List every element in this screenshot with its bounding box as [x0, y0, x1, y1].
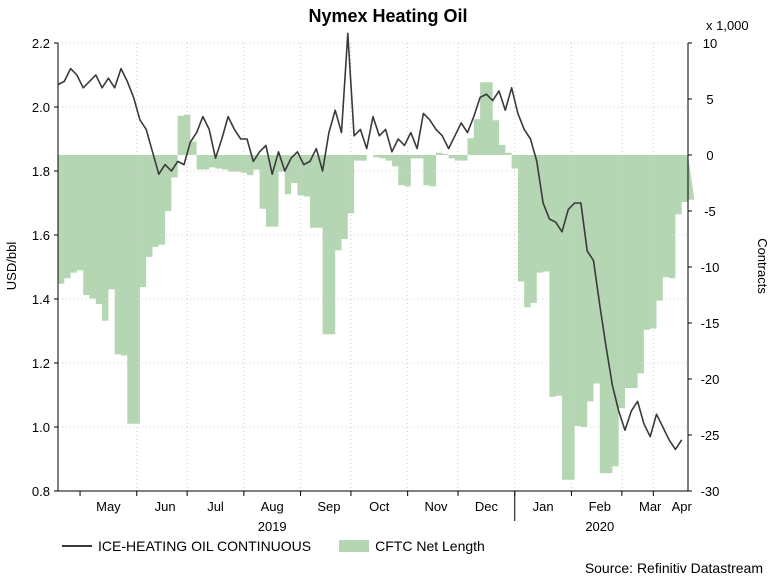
cftc-net-length-area — [58, 82, 695, 480]
x-tick-label: Sep — [317, 499, 340, 514]
y-tick-label: 1.2 — [32, 356, 50, 371]
y2-tick-label: -10 — [701, 260, 720, 275]
cftc-area-layer — [58, 82, 695, 480]
y-tick-label: 1.4 — [32, 292, 50, 307]
legend-item-price: ICE-HEATING OIL CONTINUOUS — [62, 538, 311, 554]
year-label: 2020 — [585, 519, 614, 534]
x-tick-label: Feb — [589, 499, 611, 514]
y2-multiplier-label: x 1,000 — [706, 18, 749, 33]
y-tick-label: 0.8 — [32, 484, 50, 499]
y2-tick-label: 0 — [706, 148, 713, 163]
y-tick-label: 2.0 — [32, 100, 50, 115]
legend-label-price: ICE-HEATING OIL CONTINUOUS — [98, 538, 312, 554]
x-tick-label: Nov — [424, 499, 448, 514]
y-tick-label: 1.0 — [32, 420, 50, 435]
x-tick-label: Jul — [207, 499, 224, 514]
y-tick-label: 2.2 — [32, 36, 50, 51]
y-axis-label: USD/bbl — [4, 242, 19, 291]
source-note: Source: Refinitiv Datastream — [584, 560, 763, 576]
y2-tick-label: -20 — [701, 372, 720, 387]
x-tick-label: Jan — [533, 499, 554, 514]
heating-oil-price-line — [57, 32, 683, 451]
x-tick-label: Dec — [475, 499, 499, 514]
legend: ICE-HEATING OIL CONTINUOUS CFTC Net Leng… — [62, 538, 513, 554]
y-tick-label: 1.8 — [32, 164, 50, 179]
year-label: 2019 — [258, 519, 287, 534]
y2-tick-label: -30 — [701, 484, 720, 499]
chart-title: Nymex Heating Oil — [308, 6, 467, 26]
x-tick-label: Mar — [639, 499, 662, 514]
legend-line-swatch — [62, 545, 92, 547]
price-line-layer — [57, 32, 683, 451]
legend-item-cftc: CFTC Net Length — [339, 538, 485, 554]
y2-tick-label: -15 — [701, 316, 720, 331]
y2-tick-label: -25 — [701, 428, 720, 443]
y2-tick-label: -5 — [704, 204, 716, 219]
x-tick-label: Oct — [369, 499, 390, 514]
x-tick-label: Apr — [672, 499, 693, 514]
x-tick-label: Jun — [155, 499, 176, 514]
x-tick-label: Aug — [261, 499, 284, 514]
y-tick-label: 1.6 — [32, 228, 50, 243]
y2-tick-label: 5 — [706, 92, 713, 107]
legend-label-cftc: CFTC Net Length — [375, 538, 485, 554]
y2-axis-label: Contracts — [755, 238, 770, 294]
axis-layer: 0.8 1.0 1.2 1.4 1.6 1.8 2.0 2.2 -30 -25 -20 -15 -10 -… — [32, 36, 719, 534]
x-tick-label: May — [96, 499, 121, 514]
legend-area-swatch — [339, 540, 370, 552]
y2-tick-label: 10 — [703, 36, 717, 51]
grid-layer — [58, 42, 688, 492]
